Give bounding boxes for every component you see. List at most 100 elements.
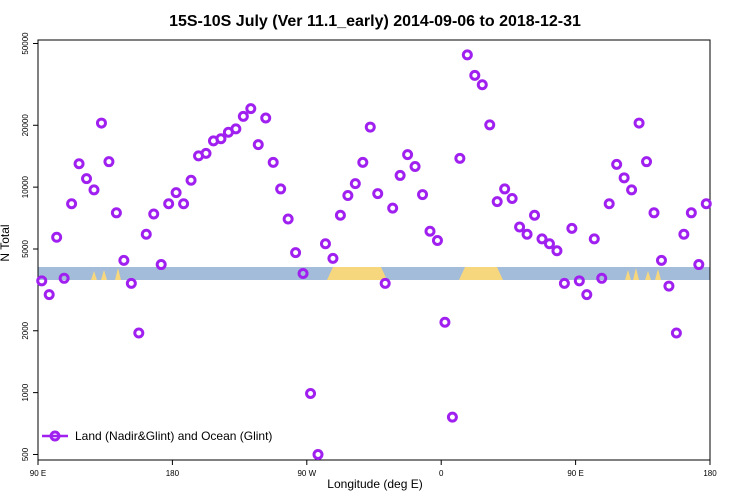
land-sliver [91,271,97,280]
data-point [357,156,369,168]
data-point [73,158,85,170]
data-point [342,190,354,202]
data-point [402,149,414,161]
data-point [88,184,100,196]
data-point [641,156,653,168]
data-point [693,259,705,271]
data-point [275,183,287,195]
y-axis-label: N Total [0,224,12,261]
data-point [230,123,242,135]
data-point [319,238,331,250]
data-point [648,207,660,219]
y-tick-label: 500 [21,447,30,461]
data-point [327,252,339,264]
data-points [36,49,712,460]
x-tick-label: 90 E [567,469,583,478]
data-point [170,187,182,199]
data-point [663,280,675,292]
data-point [417,189,429,201]
data-point [603,198,615,210]
data-point [140,228,152,240]
data-point [387,202,399,214]
land-sliver [645,271,651,280]
data-point [499,183,511,195]
data-point [155,259,167,271]
land-sliver [633,268,639,280]
land-sliver [655,269,661,280]
y-tick-label: 2000 [21,321,30,339]
data-point [439,316,451,328]
x-tick-label: 0 [439,469,444,478]
data-point [529,209,541,221]
data-point [185,174,197,186]
data-point [51,231,63,243]
data-point [618,172,630,184]
data-point [633,117,645,129]
data-point [260,112,272,124]
data-point [110,207,122,219]
data-point [596,272,608,284]
data-point [454,152,466,164]
land-patch [327,267,387,280]
data-point [469,69,481,81]
data-point [581,289,593,301]
y-axis: 500 1000 2000 5000 10000 20000 50000 [21,32,38,461]
data-point [133,327,145,339]
data-point [566,222,578,234]
data-point [685,207,697,219]
data-point [626,184,638,196]
legend: Land (Nadir&Glint) and Ocean (Glint) [42,429,272,443]
data-point [95,117,107,129]
data-point [573,275,585,287]
data-point [558,277,570,289]
data-point [66,198,78,210]
y-tick-label: 10000 [21,175,30,198]
data-point [521,228,533,240]
x-tick-label: 90 W [297,469,316,478]
data-point [118,254,130,266]
data-point [424,225,436,237]
data-point [252,139,264,151]
data-point [267,156,279,168]
land-patch [459,267,503,280]
data-point [305,388,317,400]
data-point [543,238,555,250]
data-point [297,267,309,279]
data-point [125,277,137,289]
legend-label: Land (Nadir&Glint) and Ocean (Glint) [75,429,272,443]
data-point [409,161,421,173]
data-point [655,254,667,266]
data-point [700,198,712,210]
data-point [670,327,682,339]
data-point [215,133,227,145]
data-point [312,448,324,460]
data-point [103,156,115,168]
x-axis: 90 E 180 90 W 0 90 E 180 [30,460,717,478]
land-sliver [115,268,121,280]
data-point [506,193,518,205]
y-tick-label: 50000 [21,32,30,55]
data-point [551,245,563,257]
data-point [536,233,548,245]
data-point [514,221,526,233]
data-point [148,208,160,220]
land-sliver [101,270,107,280]
x-tick-label: 180 [166,469,180,478]
x-tick-label: 180 [703,469,717,478]
data-point [200,147,212,159]
x-tick-label: 90 E [30,469,46,478]
data-point [364,121,376,133]
data-point [237,110,249,122]
data-point [446,411,458,423]
data-point [484,119,496,131]
data-point [588,233,600,245]
y-tick-label: 20000 [21,114,30,137]
data-point [58,272,70,284]
y-tick-label: 5000 [21,240,30,258]
data-point [36,275,48,287]
data-point [379,277,391,289]
data-point [611,158,623,170]
data-point [461,49,473,61]
data-point [163,198,175,210]
